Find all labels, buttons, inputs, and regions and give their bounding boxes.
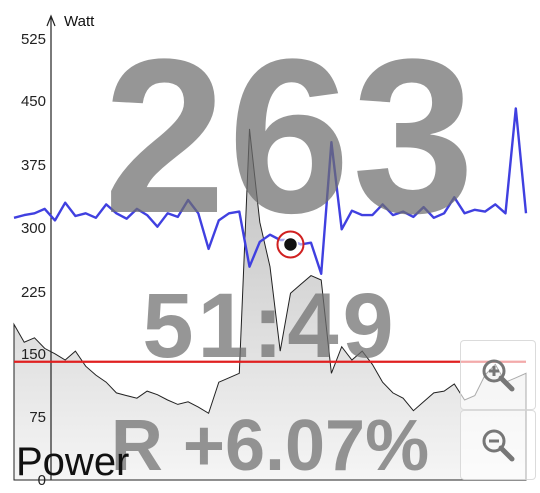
y-tick-label: 450 xyxy=(20,93,46,110)
y-tick-label: 75 xyxy=(29,409,46,426)
metric-label: Power xyxy=(16,440,130,484)
y-tick-label: 525 xyxy=(20,31,46,48)
cursor-dot xyxy=(282,236,299,253)
line-layer xyxy=(13,107,528,275)
zoom-in-button[interactable] xyxy=(460,340,536,410)
area-layer xyxy=(13,128,527,481)
power-line-series xyxy=(13,107,528,275)
y-axis-unit: Watt xyxy=(64,13,95,30)
zoom-in-icon xyxy=(482,359,515,392)
ratio-readout: R +6.07% xyxy=(110,406,430,486)
power-value-readout: 263 xyxy=(103,13,477,259)
elapsed-time-readout: 51:49 xyxy=(142,275,398,377)
zoom-out-button[interactable] xyxy=(460,410,536,480)
cursor-layer xyxy=(276,230,305,259)
power-area-series xyxy=(13,128,527,481)
y-tick-label: 300 xyxy=(20,220,46,237)
y-tick-label: 225 xyxy=(20,284,46,301)
y-axis-arrow xyxy=(46,14,56,27)
y-tick-label: 0 xyxy=(37,472,46,489)
y-tick-label: 375 xyxy=(20,157,46,174)
y-tick-label: 150 xyxy=(20,346,46,363)
zoom-out-icon xyxy=(482,429,515,462)
